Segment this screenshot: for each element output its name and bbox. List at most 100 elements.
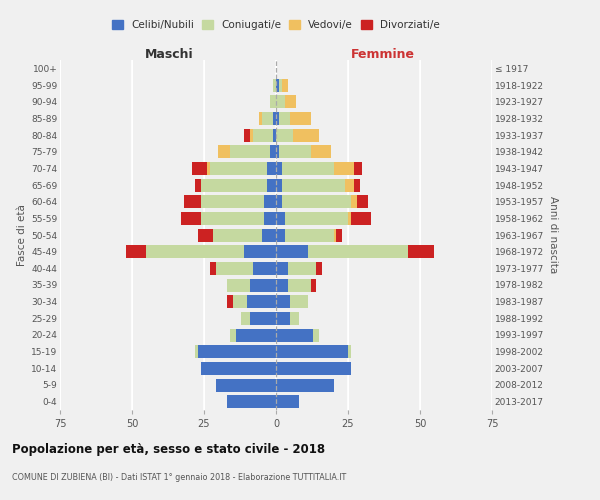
Bar xyxy=(230,328,236,342)
Bar xyxy=(311,278,316,291)
Bar xyxy=(227,278,250,291)
Bar xyxy=(196,178,201,192)
Bar xyxy=(284,95,296,108)
Bar xyxy=(334,228,337,241)
Bar xyxy=(276,295,290,308)
Bar xyxy=(354,178,359,192)
Bar xyxy=(273,112,276,125)
Bar xyxy=(276,362,351,375)
Bar xyxy=(348,345,351,358)
Bar xyxy=(262,228,276,241)
Bar xyxy=(201,178,268,192)
Bar xyxy=(293,128,319,141)
Bar xyxy=(201,212,265,225)
Bar xyxy=(227,295,233,308)
Bar xyxy=(276,228,284,241)
Bar xyxy=(250,312,276,325)
Bar xyxy=(276,245,308,258)
Bar xyxy=(210,262,215,275)
Y-axis label: Fasce di età: Fasce di età xyxy=(17,204,27,266)
Bar xyxy=(290,312,299,325)
Text: Popolazione per età, sesso e stato civile - 2018: Popolazione per età, sesso e stato civil… xyxy=(12,442,325,456)
Bar xyxy=(351,195,356,208)
Bar xyxy=(146,245,244,258)
Bar xyxy=(230,145,270,158)
Bar xyxy=(311,145,331,158)
Bar xyxy=(184,195,201,208)
Bar xyxy=(337,228,342,241)
Text: Maschi: Maschi xyxy=(145,48,194,61)
Bar xyxy=(262,112,273,125)
Bar xyxy=(287,262,316,275)
Bar xyxy=(290,112,311,125)
Text: COMUNE DI ZUBIENA (BI) - Dati ISTAT 1° gennaio 2018 - Elaborazione TUTTITALIA.IT: COMUNE DI ZUBIENA (BI) - Dati ISTAT 1° g… xyxy=(12,472,346,482)
Bar xyxy=(276,395,299,408)
Bar xyxy=(273,78,276,92)
Bar xyxy=(126,245,146,258)
Bar xyxy=(287,278,311,291)
Bar xyxy=(279,112,290,125)
Bar xyxy=(276,212,284,225)
Bar xyxy=(210,162,268,175)
Bar xyxy=(308,245,409,258)
Bar xyxy=(233,295,247,308)
Bar xyxy=(212,228,262,241)
Bar xyxy=(284,228,334,241)
Bar xyxy=(268,162,276,175)
Bar xyxy=(276,128,293,141)
Bar xyxy=(345,178,354,192)
Bar xyxy=(313,328,319,342)
Bar xyxy=(273,128,276,141)
Bar xyxy=(227,395,276,408)
Text: Femmine: Femmine xyxy=(350,48,415,61)
Bar xyxy=(282,78,287,92)
Bar xyxy=(282,162,334,175)
Bar xyxy=(201,362,276,375)
Bar xyxy=(316,262,322,275)
Bar xyxy=(253,128,273,141)
Bar xyxy=(276,345,348,358)
Bar xyxy=(244,128,250,141)
Bar xyxy=(250,128,253,141)
Bar xyxy=(276,278,287,291)
Bar xyxy=(196,345,198,358)
Bar xyxy=(282,195,351,208)
Legend: Celibi/Nubili, Coniugati/e, Vedovi/e, Divorziati/e: Celibi/Nubili, Coniugati/e, Vedovi/e, Di… xyxy=(108,16,444,34)
Bar xyxy=(276,262,287,275)
Bar xyxy=(356,195,368,208)
Bar xyxy=(250,278,276,291)
Bar xyxy=(215,262,253,275)
Bar xyxy=(276,178,282,192)
Bar xyxy=(181,212,201,225)
Bar xyxy=(265,195,276,208)
Bar xyxy=(276,78,279,92)
Bar xyxy=(215,378,276,392)
Bar xyxy=(193,162,207,175)
Bar xyxy=(259,112,262,125)
Bar xyxy=(276,195,282,208)
Bar xyxy=(265,212,276,225)
Bar xyxy=(334,162,354,175)
Bar xyxy=(247,295,276,308)
Bar xyxy=(276,112,279,125)
Bar xyxy=(276,145,279,158)
Bar xyxy=(351,212,371,225)
Bar xyxy=(276,328,313,342)
Bar xyxy=(282,178,345,192)
Bar xyxy=(244,245,276,258)
Bar xyxy=(236,328,276,342)
Bar xyxy=(276,312,290,325)
Bar xyxy=(207,162,210,175)
Bar xyxy=(409,245,434,258)
Bar xyxy=(198,228,212,241)
Bar xyxy=(270,95,276,108)
Bar xyxy=(253,262,276,275)
Bar xyxy=(198,345,276,358)
Bar xyxy=(279,78,282,92)
Bar xyxy=(279,145,311,158)
Bar xyxy=(218,145,230,158)
Bar xyxy=(201,195,265,208)
Bar xyxy=(270,145,276,158)
Bar xyxy=(354,162,362,175)
Bar xyxy=(268,178,276,192)
